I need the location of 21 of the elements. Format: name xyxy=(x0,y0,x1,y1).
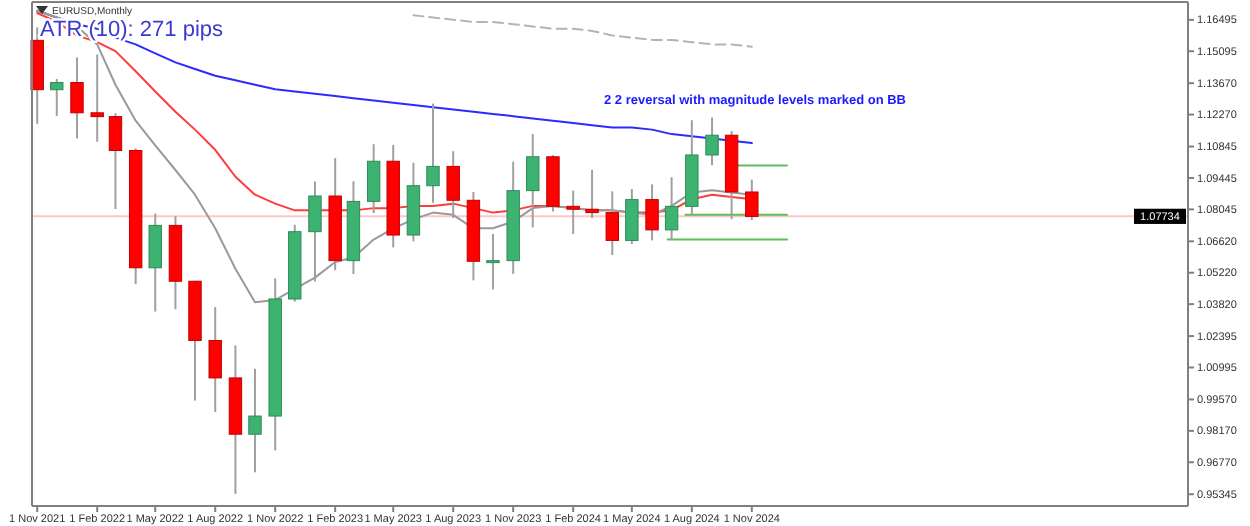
candlestick xyxy=(526,133,540,229)
candlestick xyxy=(308,180,322,283)
candlestick xyxy=(366,143,381,215)
candlestick xyxy=(446,150,460,219)
candlestick xyxy=(705,116,719,167)
candlestick xyxy=(486,232,500,291)
candlestick xyxy=(664,176,679,241)
candlestick xyxy=(605,190,619,257)
candlestick xyxy=(426,102,440,204)
candlestick xyxy=(70,56,84,140)
candlestick xyxy=(566,189,580,235)
candlestick xyxy=(248,367,262,474)
candlestick xyxy=(90,53,104,143)
candlestick xyxy=(148,212,162,313)
candlestick xyxy=(50,77,64,117)
candlestick xyxy=(585,168,599,219)
candlestick xyxy=(625,188,639,246)
candlestick xyxy=(108,112,123,211)
line-series xyxy=(412,14,753,48)
candlestick xyxy=(645,183,659,242)
candlestick xyxy=(208,306,222,414)
